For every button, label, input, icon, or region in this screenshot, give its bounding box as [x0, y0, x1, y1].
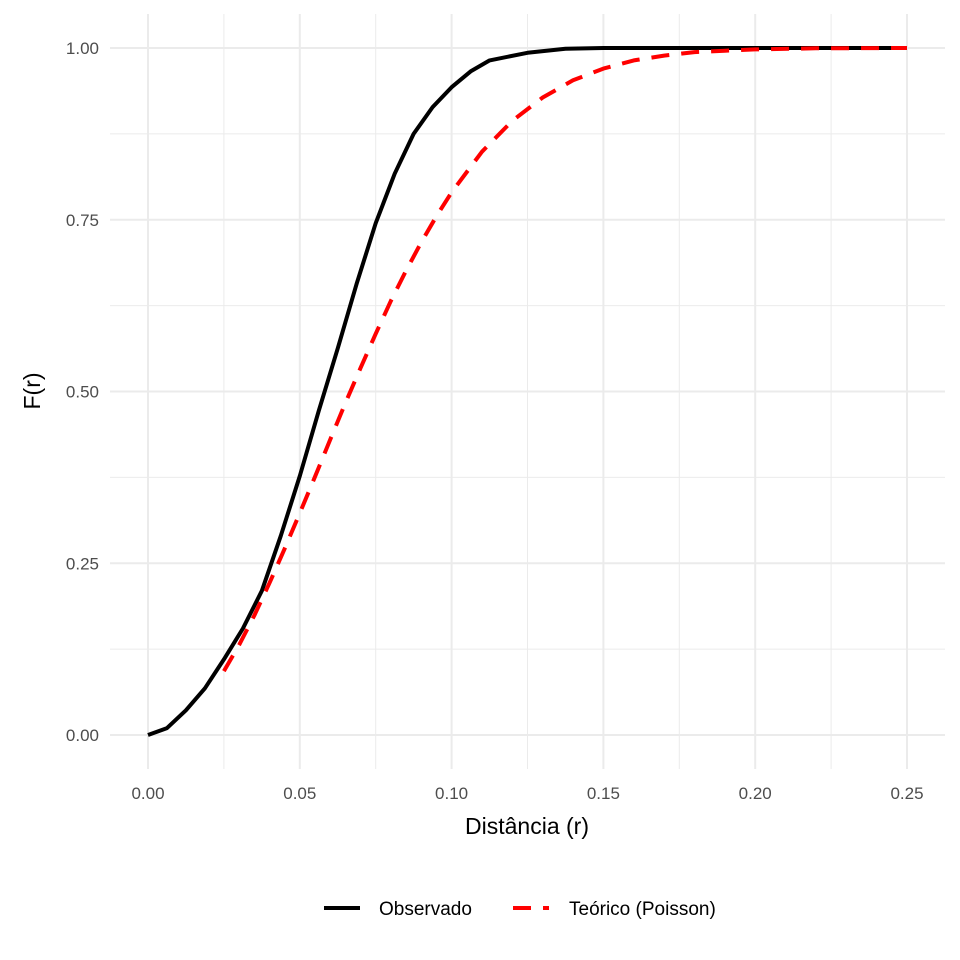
- tick-labels: 0.00 0.05 0.10 0.15 0.20 0.25 0.00 0.25 0.50 0.75…: [66, 39, 924, 803]
- x-tick-label: 0.10: [435, 784, 468, 803]
- legend: Observado Teórico (Poisson): [324, 899, 716, 920]
- series-lines: [147, 46, 908, 737]
- y-tick-label: 0.75: [66, 211, 99, 230]
- legend-label-teorico: Teórico (Poisson): [569, 899, 716, 920]
- grid: [110, 14, 945, 769]
- legend-label-observado: Observado: [379, 899, 472, 920]
- y-tick-label: 0.00: [66, 726, 99, 745]
- x-tick-label: 0.05: [283, 784, 316, 803]
- y-tick-label: 0.25: [66, 554, 99, 573]
- x-tick-label: 0.25: [890, 784, 923, 803]
- x-tick-label: 0.20: [739, 784, 772, 803]
- y-axis-title: F(r): [19, 372, 45, 409]
- y-tick-label: 1.00: [66, 39, 99, 58]
- x-axis-title: Distância (r): [465, 813, 589, 839]
- y-tick-label: 0.50: [66, 383, 99, 402]
- series-line-observado: [147, 46, 907, 737]
- x-tick-label: 0.00: [131, 784, 164, 803]
- x-tick-label: 0.15: [587, 784, 620, 803]
- series-line-teorico: [222, 46, 908, 673]
